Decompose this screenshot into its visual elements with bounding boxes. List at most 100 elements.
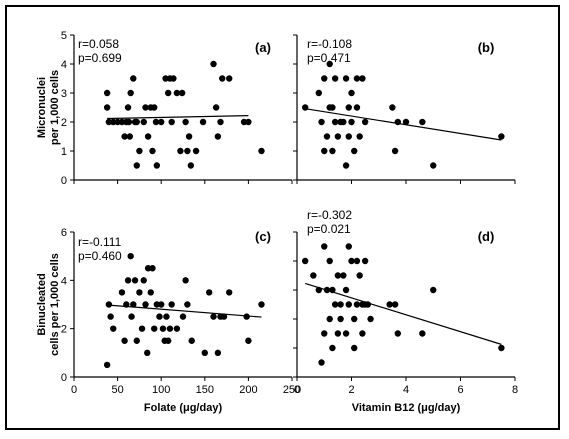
data-point bbox=[351, 147, 358, 155]
x-tick-label: 250 bbox=[283, 384, 301, 396]
data-point bbox=[107, 313, 114, 320]
data-point bbox=[340, 118, 347, 126]
data-point bbox=[315, 89, 322, 97]
p-value-label: p=0.471 bbox=[307, 51, 351, 65]
data-point bbox=[419, 330, 426, 337]
y-tick-label: 0 bbox=[61, 372, 67, 384]
x-tick-label: 8 bbox=[512, 384, 518, 396]
y-tick-label: 5 bbox=[61, 30, 67, 42]
panel-label: (d) bbox=[478, 229, 495, 244]
r-value-label: r=0.058 bbox=[78, 37, 119, 51]
data-point bbox=[133, 162, 140, 169]
panel-label: (b) bbox=[478, 40, 495, 55]
r-value-label: r=-0.111 bbox=[78, 235, 122, 249]
data-point bbox=[140, 118, 147, 126]
p-value-label: p=0.699 bbox=[78, 51, 122, 65]
data-point bbox=[345, 243, 352, 250]
y-tick-label: 0 bbox=[61, 175, 67, 187]
y-axis-label-line2: cells per 1,000 cells bbox=[49, 253, 61, 356]
data-point bbox=[345, 133, 352, 140]
data-point bbox=[128, 313, 135, 320]
y-tick-label: 6 bbox=[61, 227, 67, 239]
data-point bbox=[356, 133, 363, 140]
data-point bbox=[331, 118, 339, 126]
data-point bbox=[391, 301, 399, 308]
data-point bbox=[214, 349, 222, 357]
p-value-label: p=0.021 bbox=[307, 222, 351, 236]
x-tick-label: 50 bbox=[111, 384, 123, 396]
data-point bbox=[345, 301, 352, 308]
data-point bbox=[179, 313, 187, 320]
data-point bbox=[210, 313, 217, 320]
data-point bbox=[359, 330, 366, 337]
data-point bbox=[130, 75, 137, 82]
data-point bbox=[136, 147, 143, 155]
data-point bbox=[187, 162, 195, 169]
data-point bbox=[348, 89, 355, 97]
y-tick-label: 3 bbox=[61, 88, 67, 100]
data-point bbox=[105, 301, 113, 308]
data-point bbox=[210, 60, 217, 68]
panel-label: (c) bbox=[255, 229, 271, 244]
data-point bbox=[124, 104, 132, 111]
p-value-label: p=0.460 bbox=[78, 249, 122, 263]
data-point bbox=[321, 243, 328, 250]
data-point bbox=[342, 330, 350, 337]
data-point bbox=[199, 118, 207, 126]
data-point bbox=[125, 118, 133, 126]
data-point bbox=[103, 104, 111, 111]
data-point bbox=[151, 104, 158, 111]
data-point bbox=[121, 337, 128, 344]
x-tick-label: 100 bbox=[152, 384, 170, 396]
data-point bbox=[301, 257, 309, 265]
data-point bbox=[329, 147, 336, 155]
data-point bbox=[149, 147, 156, 155]
data-point bbox=[245, 118, 252, 126]
data-point bbox=[329, 344, 336, 352]
data-point bbox=[144, 349, 151, 357]
data-point bbox=[389, 104, 396, 111]
data-point bbox=[138, 325, 146, 332]
r-value-label: r=-0.108 bbox=[307, 37, 352, 51]
data-point bbox=[361, 118, 369, 126]
data-point bbox=[217, 118, 224, 126]
data-point bbox=[329, 104, 336, 111]
data-point bbox=[124, 277, 132, 284]
data-point bbox=[334, 133, 342, 140]
data-point bbox=[170, 75, 177, 82]
data-point bbox=[136, 289, 143, 296]
data-point bbox=[126, 133, 134, 140]
panel-label: (a) bbox=[255, 40, 271, 55]
data-point bbox=[219, 75, 226, 82]
data-point bbox=[326, 60, 333, 68]
data-point bbox=[168, 301, 175, 308]
data-point bbox=[245, 337, 252, 344]
data-point bbox=[342, 162, 350, 169]
data-point bbox=[182, 118, 189, 126]
data-point bbox=[498, 344, 505, 352]
x-tick-label: 4 bbox=[403, 384, 409, 396]
data-point bbox=[164, 337, 172, 344]
regression-line bbox=[107, 115, 249, 120]
data-point bbox=[386, 301, 393, 308]
data-point bbox=[178, 89, 186, 97]
data-point bbox=[323, 133, 331, 140]
data-point bbox=[192, 147, 200, 155]
data-point bbox=[337, 301, 344, 308]
data-point bbox=[127, 89, 134, 97]
data-point bbox=[342, 286, 350, 294]
data-point bbox=[133, 337, 140, 344]
data-point bbox=[147, 289, 154, 296]
data-point bbox=[173, 325, 181, 332]
data-point bbox=[127, 252, 134, 260]
x-axis-label: Vitamin B12 (μg/day) bbox=[352, 402, 461, 414]
data-point bbox=[301, 104, 309, 111]
data-point bbox=[142, 104, 149, 111]
x-tick-label: 0 bbox=[294, 384, 300, 396]
data-point bbox=[212, 104, 220, 111]
data-point bbox=[118, 289, 126, 296]
data-point bbox=[321, 75, 328, 82]
data-point bbox=[173, 89, 181, 97]
y-tick-label: 4 bbox=[61, 59, 67, 71]
